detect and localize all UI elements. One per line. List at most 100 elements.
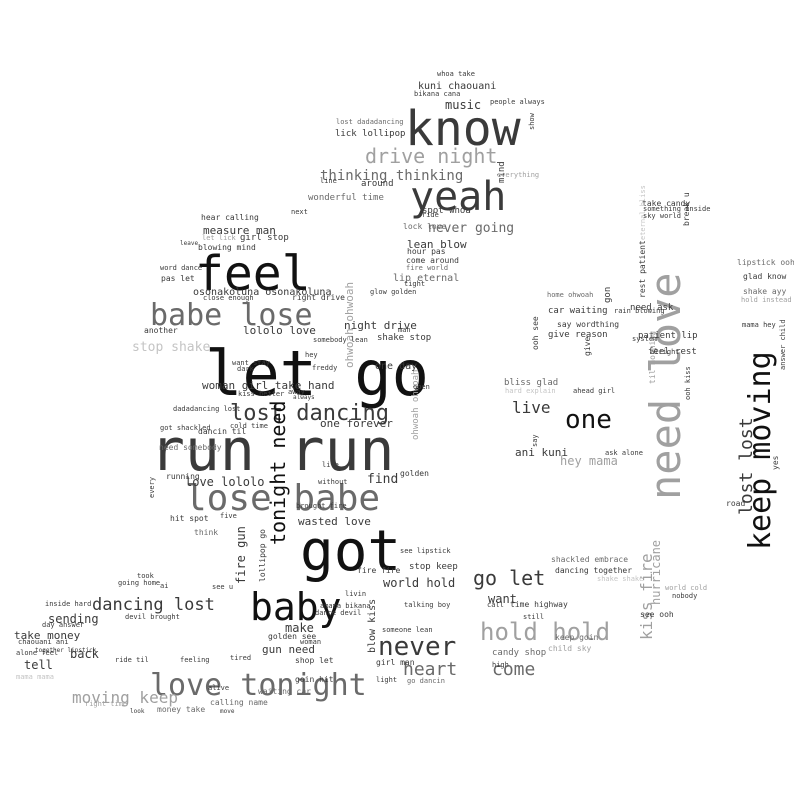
cloud-word: someone lean [382, 626, 433, 634]
cloud-word: lock love [403, 222, 447, 231]
cloud-word: go let [473, 566, 545, 590]
cloud-word: lololo love [243, 324, 316, 337]
cloud-word: bliss glad [504, 378, 558, 388]
cloud-word: somebody lean [313, 336, 368, 344]
cloud-word: fire fire [357, 566, 401, 575]
cloud-word: one day [375, 361, 417, 372]
cloud-word: gun need [262, 643, 315, 656]
cloud-word: call [487, 601, 504, 609]
cloud-word: hold instead [741, 296, 792, 304]
cloud-word: devil brought [125, 613, 180, 621]
cloud-word: stop shake [132, 340, 210, 355]
cloud-word: ohwoah ohwoah [411, 370, 421, 440]
cloud-word: mind [497, 161, 507, 183]
cloud-word: one forever [320, 417, 393, 430]
cloud-word: babe lose [150, 298, 313, 333]
cloud-word: lost lost [736, 417, 757, 515]
cloud-word: dance devil [315, 609, 361, 617]
cloud-word: glow golden [370, 288, 416, 296]
cloud-word: run run [150, 416, 394, 484]
cloud-word: world cold [665, 584, 707, 592]
cloud-word: find [367, 472, 398, 487]
cloud-word: say word [557, 320, 596, 329]
cloud-word: going home [118, 579, 160, 587]
cloud-word: five [220, 512, 237, 520]
cloud-word: cold time [230, 422, 268, 430]
cloud-word: candy shop [492, 648, 546, 658]
cloud-word: kiss better [238, 390, 284, 398]
cloud-word: man [398, 326, 411, 334]
cloud-word: live [512, 398, 551, 417]
cloud-word: let go [205, 337, 429, 410]
cloud-word: alright [650, 348, 680, 356]
cloud-word: want [488, 592, 517, 606]
cloud-word: calling name [210, 698, 268, 707]
cloud-word: fire gun [234, 526, 248, 584]
cloud-word: chaouani ani [18, 638, 69, 646]
cloud-word: light [376, 676, 397, 684]
cloud-word: see ooh [640, 610, 674, 619]
cloud-word: spot whoa [422, 206, 471, 216]
cloud-word: word dance [160, 264, 202, 272]
cloud-word: keep moving [743, 351, 778, 550]
cloud-word: whoa take [437, 70, 475, 78]
cloud-word: still [523, 613, 544, 621]
cloud-word: right time [85, 700, 127, 708]
cloud-word: lost dancing [230, 401, 389, 426]
cloud-word: mama hey [742, 321, 776, 329]
cloud-word: think [194, 528, 218, 537]
cloud-word: wonderful time [308, 193, 384, 203]
cloud-word: waiting car [258, 687, 311, 696]
cloud-word: never [378, 632, 456, 662]
cloud-word: know [405, 101, 521, 157]
cloud-word: golden see [268, 632, 316, 641]
cloud-word: make [285, 621, 314, 635]
cloud-word: love tonight [150, 668, 367, 703]
cloud-word: til morning [648, 331, 657, 384]
cloud-word: ooh see [531, 316, 540, 350]
cloud-word: system [632, 335, 657, 343]
cloud-word: tired [230, 654, 251, 662]
cloud-word: ride [422, 211, 439, 219]
cloud-word: got shackled [160, 424, 211, 432]
cloud-word: moving keep [72, 688, 178, 707]
cloud-word: tonight need [266, 401, 290, 546]
cloud-word: see lipstick [400, 547, 451, 555]
cloud-word: move [220, 708, 235, 715]
cloud-word: dadadancing lost [173, 405, 240, 413]
cloud-word: time highway [510, 600, 568, 609]
cloud-word: another [144, 326, 178, 335]
cloud-word: take candy [642, 199, 690, 208]
cloud-word: mama mama [16, 673, 54, 681]
cloud-word: one [565, 405, 612, 435]
cloud-word: hard explain [505, 387, 556, 395]
cloud-word: rest patient [638, 240, 647, 298]
cloud-word: nobody [672, 592, 697, 600]
cloud-word: lean blow [407, 238, 467, 251]
cloud-word: break u [682, 192, 691, 226]
cloud-word: took [137, 572, 155, 580]
cloud-word: wasted love [298, 515, 371, 528]
cloud-word: keep goin [555, 633, 599, 642]
cloud-word: car waiting [548, 306, 608, 316]
cloud-word: come around [406, 256, 459, 265]
cloud-word: shackled embrace [551, 555, 628, 564]
cloud-word: woman girl take hand [202, 379, 334, 392]
cloud-word: sending [48, 612, 99, 626]
cloud-word: goin hit [295, 675, 334, 684]
cloud-word: yeah [410, 174, 506, 220]
cloud-word: lost dadadancing [336, 118, 403, 126]
cloud-word: take money [14, 629, 81, 642]
cloud-word: fire world [406, 264, 448, 272]
cloud-word: ani kuni [515, 446, 568, 459]
cloud-word: night drive [344, 319, 417, 332]
cloud-word: amama bikana [320, 602, 371, 610]
cloud-word: baby [250, 585, 342, 629]
cloud-word: shake shake [597, 575, 643, 583]
cloud-word: dancing together [555, 566, 632, 575]
cloud-word: people always [490, 98, 545, 106]
cloud-word: without [318, 478, 348, 486]
cloud-word: want stay [232, 359, 270, 367]
cloud-word: stop keep [409, 562, 458, 572]
cloud-word: line [320, 177, 337, 185]
